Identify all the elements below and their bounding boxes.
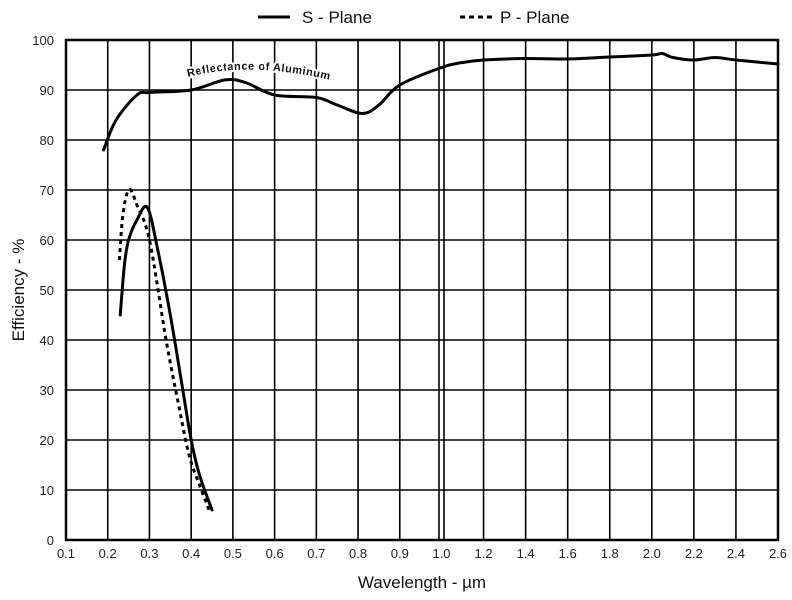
tick-labels: 0.1 0.2 0.3 0.4 0.5 0.6 0.7 0.8 0.9 1.0 1.2 1.4 1.6 1… xyxy=(32,33,787,561)
x-tick-label: 2.6 xyxy=(769,546,787,561)
legend: S - Plane P - Plane xyxy=(258,8,570,27)
x-tick-label: 1.6 xyxy=(559,546,577,561)
series-reflectance-of-aluminum xyxy=(102,51,780,152)
legend-p-label: P - Plane xyxy=(500,8,570,27)
x-tick-label: 0.1 xyxy=(57,546,75,561)
x-tick-label: 0.6 xyxy=(266,546,284,561)
x-tick-label: 0.5 xyxy=(224,546,242,561)
annotation-reflectance: Reflectance of Aluminum xyxy=(186,61,332,83)
y-tick-label: 80 xyxy=(40,133,54,148)
y-tick-label: 60 xyxy=(40,233,54,248)
x-tick-label: 1.0 xyxy=(432,546,450,561)
y-tick-label: 90 xyxy=(40,83,54,98)
x-axis-label: Wavelength - µm xyxy=(358,573,486,592)
grid xyxy=(65,39,779,541)
y-tick-label: 20 xyxy=(40,433,54,448)
x-tick-label: 1.4 xyxy=(517,546,535,561)
x-tick-label: 2.0 xyxy=(643,546,661,561)
series-s-plane xyxy=(118,204,214,512)
series-lines xyxy=(102,51,780,512)
x-tick-label: 2.4 xyxy=(727,546,745,561)
y-tick-label: 100 xyxy=(32,33,54,48)
y-tick-label: 70 xyxy=(40,183,54,198)
y-tick-label: 0 xyxy=(47,533,54,548)
x-tick-label: 0.9 xyxy=(391,546,409,561)
y-tick-label: 10 xyxy=(40,483,54,498)
y-tick-label: 40 xyxy=(40,333,54,348)
legend-s-label: S - Plane xyxy=(302,8,372,27)
y-tick-label: 50 xyxy=(40,283,54,298)
x-tick-label: 0.7 xyxy=(307,546,325,561)
y-tick-label: 30 xyxy=(40,383,54,398)
x-tick-label: 1.8 xyxy=(601,546,619,561)
x-tick-label: 0.2 xyxy=(99,546,117,561)
x-tick-label: 2.2 xyxy=(685,546,703,561)
y-axis-label: Efficiency - % xyxy=(9,239,28,342)
x-tick-label: 0.4 xyxy=(182,546,200,561)
plot-frame xyxy=(64,38,780,542)
series-p-plane xyxy=(117,187,211,511)
x-tick-label: 1.2 xyxy=(475,546,493,561)
x-tick-label: 0.8 xyxy=(349,546,367,561)
x-tick-label: 0.3 xyxy=(140,546,158,561)
